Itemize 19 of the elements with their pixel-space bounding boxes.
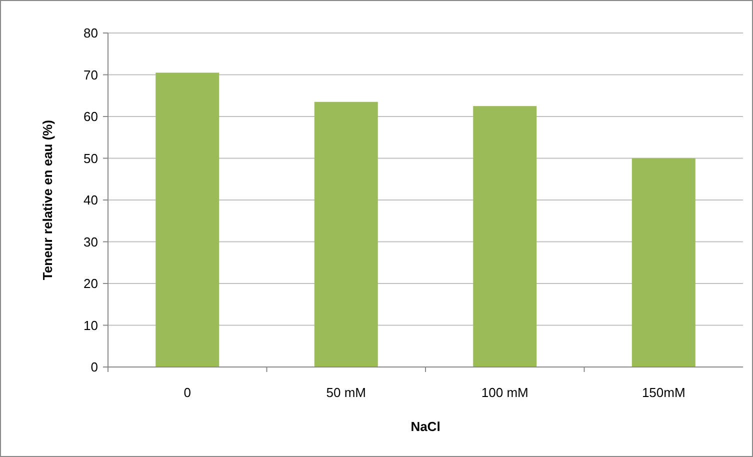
y-tick-label: 30 (84, 234, 98, 250)
y-tick-label: 60 (84, 109, 98, 124)
y-tick-label: 50 (84, 150, 98, 166)
y-tick-label: 40 (84, 192, 98, 208)
x-tick-label: 150mM (642, 385, 686, 400)
bar (473, 106, 537, 367)
y-tick-label: 80 (84, 26, 98, 41)
y-tick-label: 70 (84, 67, 98, 82)
x-tick-label: 50 mM (326, 385, 366, 400)
y-tick-label: 0 (90, 360, 98, 375)
bar (156, 72, 220, 367)
bar (632, 158, 696, 367)
y-tick-label: 10 (84, 318, 98, 333)
x-tick-label: 0 (184, 385, 191, 400)
y-axis-title: Teneur relative en eau (%) (40, 120, 55, 280)
x-tick-label: 100 mM (481, 385, 528, 400)
x-axis-title: NaCl (410, 419, 440, 434)
bar (314, 102, 378, 367)
y-tick-label: 20 (84, 276, 98, 292)
